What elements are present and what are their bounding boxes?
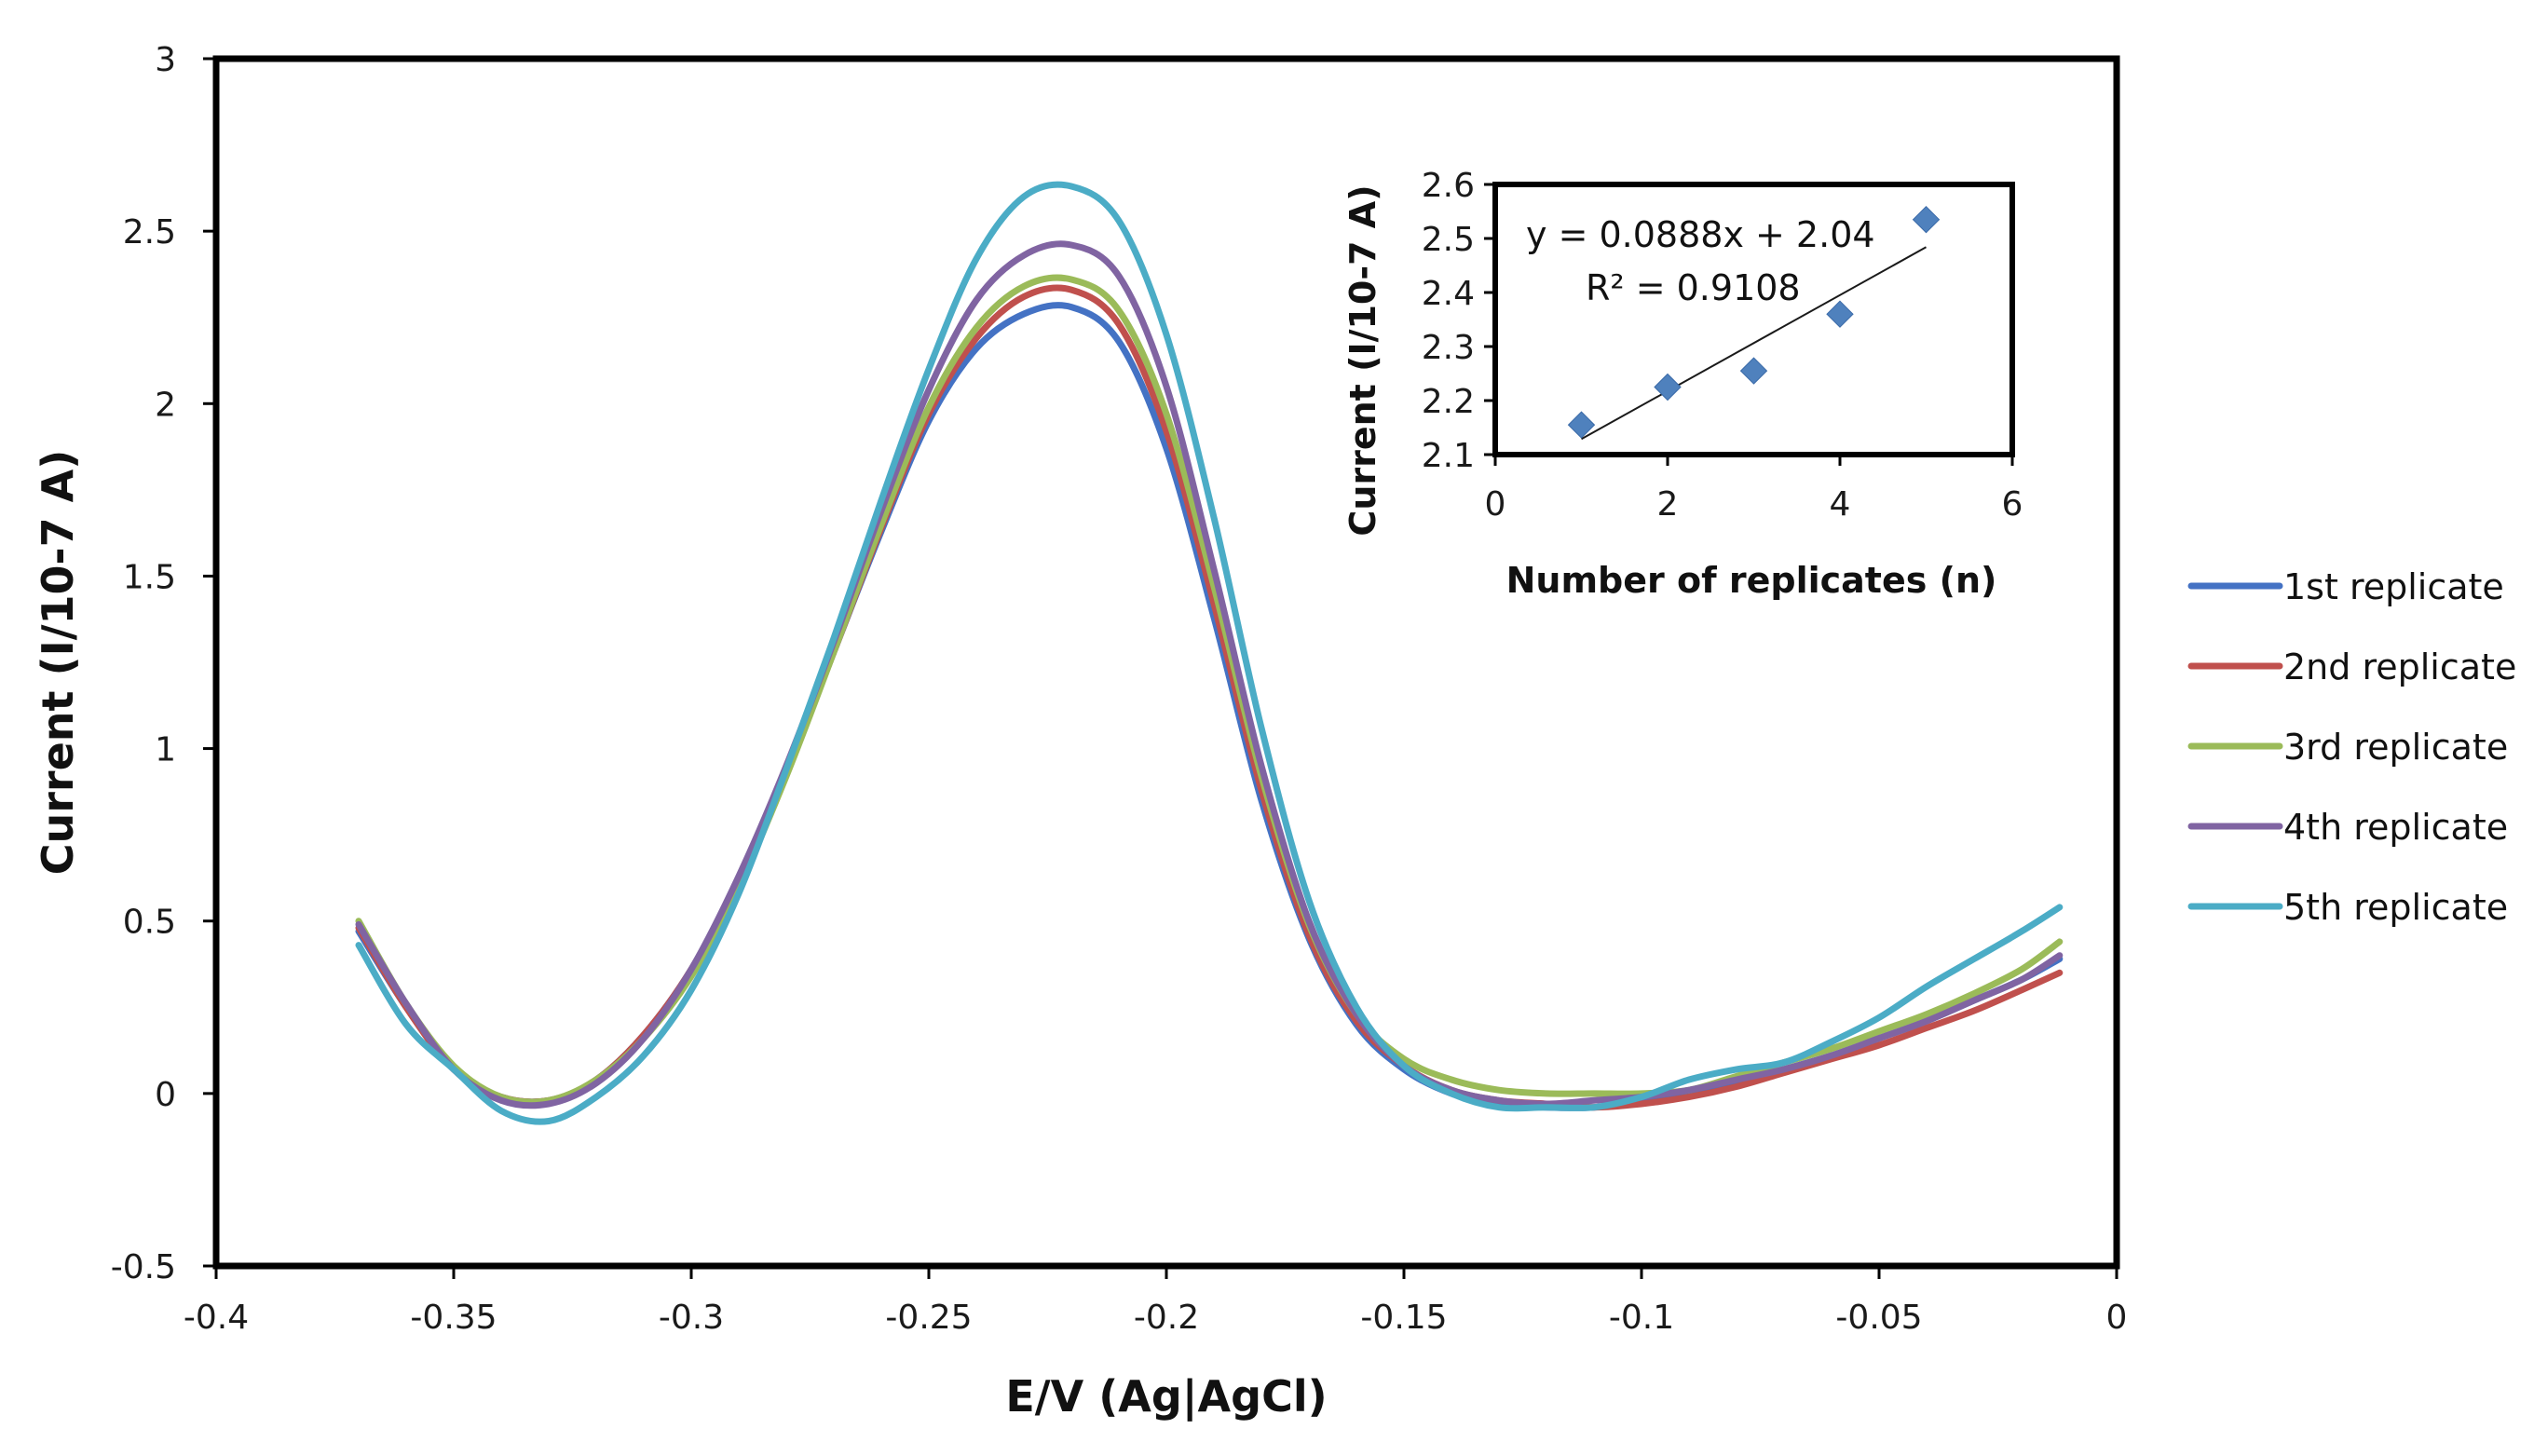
main-chart: -0.4 -0.35 -0.3 -0.25 -0.2 -0.15 -0.1 -0.05 0 -0…	[33, 41, 2127, 1422]
trendline	[1581, 246, 1927, 441]
legend-label-1: 1st replicate	[2283, 566, 2504, 607]
main-x-axis-title: E/V (Ag|AgCl)	[1005, 1371, 1327, 1422]
inset-y-tick-label: 2.6	[1422, 167, 1475, 205]
inset-y-axis-title: Current (I/10-7 A)	[1342, 184, 1383, 536]
inset-y-tick-label: 2.2	[1422, 383, 1475, 421]
legend-label-3: 3rd replicate	[2283, 727, 2508, 768]
inset-x-axis: 0 2 4 6	[1485, 455, 2023, 524]
data-point-5	[1912, 205, 1941, 234]
y-tick-label: 0.5	[123, 904, 176, 942]
y-tick-label: 1.5	[123, 558, 176, 596]
y-tick-label: 2	[155, 386, 176, 424]
x-tick-label: -0.1	[1609, 1299, 1674, 1337]
y-tick-label: 0	[155, 1076, 176, 1114]
inset-plot-frame	[1492, 182, 2015, 457]
inset-x-tick-label: 4	[1830, 485, 1851, 524]
data-point-3	[1739, 357, 1768, 385]
main-series-lines	[355, 181, 2064, 1125]
x-tick-label: -0.25	[885, 1299, 972, 1337]
x-tick-label: -0.35	[410, 1299, 497, 1337]
data-point-2	[1654, 373, 1682, 401]
inset-chart: 0 2 4 6 2.1 2.2 2.3 2.4 2.5 2.6 y = 0.0888x + 2.…	[1342, 167, 2023, 601]
inset-data-points	[1567, 205, 1941, 439]
data-point-1	[1567, 411, 1596, 439]
legend-label-4: 4th replicate	[2283, 807, 2508, 848]
y-tick-label: 3	[155, 41, 176, 79]
inset-y-tick-label: 2.4	[1422, 275, 1475, 313]
inset-x-tick-label: 2	[1657, 485, 1679, 524]
data-point-4	[1826, 300, 1854, 328]
inset-trendline-equation: y = 0.0888x + 2.04	[1526, 214, 1875, 255]
main-y-axis: -0.5 0 0.5 1 1.5 2 2.5 3	[111, 41, 216, 1286]
x-tick-label: 0	[2106, 1299, 2128, 1337]
inset-y-tick-label: 2.3	[1422, 329, 1475, 367]
inset-y-tick-label: 2.5	[1422, 221, 1475, 259]
x-tick-label: -0.05	[1835, 1299, 1922, 1337]
main-y-axis-title: Current (I/10-7 A)	[33, 450, 83, 876]
legend-label-2: 2nd replicate	[2283, 646, 2516, 687]
inset-x-axis-title: Number of replicates (n)	[1506, 560, 1997, 601]
series-line-4	[355, 240, 2064, 1109]
y-tick-label: 1	[155, 731, 176, 769]
x-tick-label: -0.15	[1360, 1299, 1447, 1337]
inset-trendline	[1581, 246, 1927, 441]
x-tick-label: -0.3	[659, 1299, 724, 1337]
inset-x-tick-label: 6	[2002, 485, 2023, 524]
x-tick-label: -0.2	[1134, 1299, 1199, 1337]
series-line-5	[355, 181, 2064, 1125]
y-tick-label: -0.5	[111, 1248, 176, 1286]
inset-r-squared: R² = 0.9108	[1586, 267, 1801, 308]
inset-y-tick-label: 2.1	[1422, 437, 1475, 475]
y-tick-label: 2.5	[123, 213, 176, 252]
inset-x-tick-label: 0	[1485, 485, 1506, 524]
x-tick-label: -0.4	[184, 1299, 249, 1337]
inset-y-axis: 2.1 2.2 2.3 2.4 2.5 2.6	[1422, 167, 1495, 475]
legend: 1st replicate 2nd replicate 3rd replicate 4…	[2187, 566, 2516, 928]
main-x-axis: -0.4 -0.35 -0.3 -0.25 -0.2 -0.15 -0.1 -0.05 0	[184, 1266, 2128, 1337]
legend-label-5: 5th replicate	[2283, 887, 2508, 928]
